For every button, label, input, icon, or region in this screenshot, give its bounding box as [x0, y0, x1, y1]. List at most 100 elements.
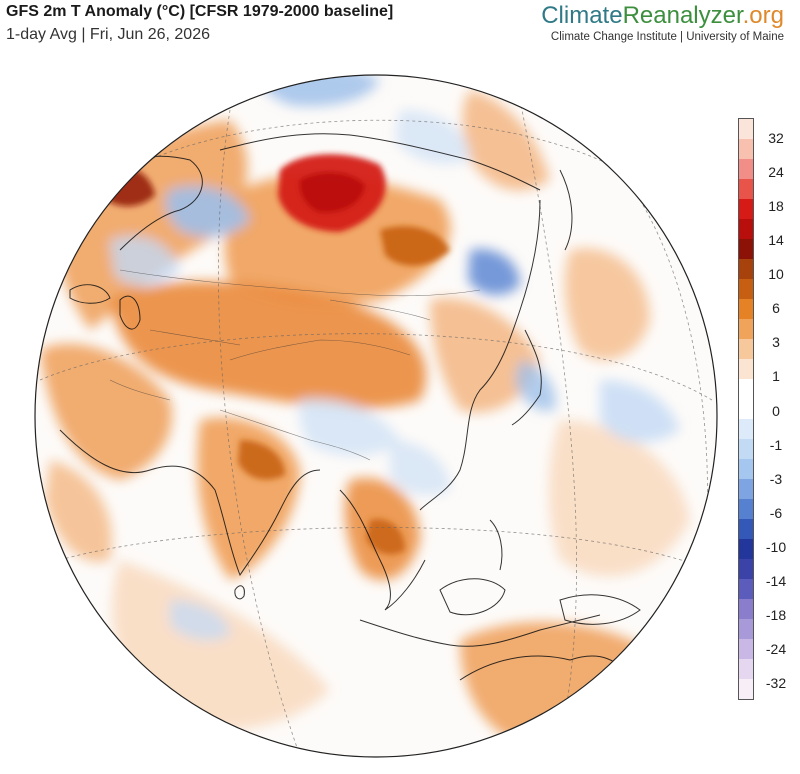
- colorbar-swatch: [739, 459, 753, 480]
- graticule-meridian-120e: [519, 99, 577, 741]
- colorbar-swatch: [739, 259, 753, 280]
- brand-block: ClimateReanalyzer.org Climate Change Ins…: [541, 2, 784, 43]
- coastline-sri-lanka: [234, 585, 245, 600]
- map-title: GFS 2m T Anomaly (°C) [CFSR 1979-2000 ba…: [6, 3, 394, 20]
- colorbar-tick-label: -6: [769, 504, 783, 521]
- hot-spot-india-north: [238, 440, 285, 480]
- warm-region-pacific-central: [548, 420, 690, 577]
- graticule-parallel-30n: [39, 333, 713, 401]
- border-kazakhstan: [149, 329, 241, 346]
- colorbar-swatch: [739, 639, 753, 660]
- border-himalaya: [219, 409, 371, 461]
- coastline-southeast-asia: [339, 489, 426, 611]
- colorbar-swatch: [739, 139, 753, 160]
- colorbar-swatch: [739, 319, 753, 340]
- border-china-west: [229, 339, 411, 361]
- colorbar-tick-label: -10: [765, 538, 787, 555]
- colorbar-tick-label: -32: [765, 675, 787, 691]
- colorbar-tick-label: 32: [768, 130, 784, 146]
- warm-region-middle-east: [40, 343, 172, 480]
- colorbar-swatch: [739, 479, 753, 500]
- colorbar-swatches: [739, 119, 753, 700]
- hot-spot-siberia-east: [380, 226, 450, 266]
- country-borders: [109, 269, 481, 461]
- colorbar-swatch: [739, 419, 753, 440]
- graticule-meridian-60e: [218, 109, 301, 757]
- colorbar-swatch: [739, 599, 753, 620]
- colorbar-swatch: [739, 159, 753, 180]
- brand-logo-reanalyzer: Reanalyzer: [622, 2, 743, 29]
- brand-logo-org: .org: [742, 2, 784, 29]
- cool-region-japan-sea: [515, 360, 556, 411]
- graticule-equator: [59, 527, 711, 571]
- colorbar-swatch: [739, 379, 753, 400]
- colorbar-swatch: [739, 239, 753, 260]
- border-russia-south: [119, 269, 481, 297]
- coastline-new-guinea: [559, 594, 641, 625]
- colorbar-swatch: [739, 619, 753, 640]
- graticule-parallel-60n: [109, 119, 621, 181]
- brand-tagline: Climate Change Institute | University of…: [550, 31, 784, 43]
- border-iran: [109, 379, 171, 401]
- colorbar-frame: [738, 118, 754, 700]
- cool-region-arctic-ocean: [395, 110, 470, 164]
- border-mongolia: [329, 299, 431, 321]
- warm-region-central-asia: [110, 281, 427, 409]
- colorbar-tick-label: 1: [772, 368, 780, 385]
- colorbar-swatch: [739, 579, 753, 600]
- colorbar-swatch: [739, 399, 753, 420]
- brand-logo-climate: Climate: [541, 2, 623, 29]
- colorbar-swatch: [739, 219, 753, 240]
- coastline-arabia-india: [59, 429, 321, 577]
- hot-spot-northwest-russia-core: [299, 172, 365, 213]
- colorbar-tick-label: -1: [769, 436, 783, 453]
- coastline-kamchatka: [559, 169, 573, 251]
- colorbar-swatch: [739, 659, 753, 680]
- warm-region-arabia: [45, 460, 112, 562]
- colorbar-tick-label: -3: [769, 470, 783, 487]
- graticule: [39, 99, 713, 757]
- colorbar-tick-label: -18: [765, 606, 787, 623]
- colorbar-swatch: [739, 559, 753, 580]
- colorbar-swatch: [739, 199, 753, 220]
- coastline-caspian: [119, 295, 141, 330]
- graticule-meridian-180: [639, 199, 708, 601]
- cool-region-west-siberia: [110, 236, 180, 286]
- colorbar-swatch: [739, 359, 753, 380]
- colorbar-swatch: [739, 279, 753, 300]
- globe-outline: [34, 74, 718, 758]
- coastline-arctic: [219, 133, 541, 191]
- colorbar: [738, 118, 754, 700]
- hot-spots: [100, 154, 450, 555]
- colorbar-labels: 32 24 18 14 10 6 3 1 0 -1 -3 -6 -10 -14 -18 -24 -32: [760, 118, 800, 700]
- map-subtitle: 1-day Avg | Fri, Jun 26, 2026: [6, 26, 210, 43]
- colorbar-tick-label: 0: [772, 402, 780, 419]
- colorbar-swatch: [739, 439, 753, 460]
- globe-map: [34, 74, 718, 758]
- colorbar-tick-label: 6: [772, 300, 780, 317]
- coastline-black-sea: [69, 284, 111, 304]
- colorbar-swatch: [739, 519, 753, 540]
- colorbar-tick-label: -24: [765, 640, 787, 657]
- colorbar-swatch: [739, 119, 753, 140]
- warm-region-siberia-russia: [224, 174, 451, 304]
- cool-region-indian-ocean-south: [170, 600, 230, 641]
- coastline-indonesia: [359, 614, 601, 647]
- colorbar-tick-label: 3: [772, 334, 780, 351]
- colorbar-swatch: [739, 499, 753, 520]
- warm-region-north-pacific: [564, 248, 650, 360]
- colorbar-tick-label: -14: [765, 572, 787, 589]
- colorbar-tick-label: 24: [768, 164, 784, 181]
- brand-logo[interactable]: ClimateReanalyzer.org: [541, 2, 784, 30]
- colorbar-swatch: [739, 179, 753, 200]
- cool-region-west-pacific: [600, 380, 680, 443]
- colorbar-swatch: [739, 339, 753, 360]
- cool-region-tibet: [299, 399, 400, 456]
- colorbar-tick-label: 14: [768, 232, 784, 249]
- colorbar-tick-label: 18: [768, 198, 784, 215]
- cool-region-south-china: [390, 440, 450, 495]
- cool-region-scandinavia: [165, 186, 250, 237]
- warm-region-east-asia: [430, 298, 540, 413]
- colorbar-swatch: [739, 299, 753, 320]
- coastline-japan: [511, 329, 542, 426]
